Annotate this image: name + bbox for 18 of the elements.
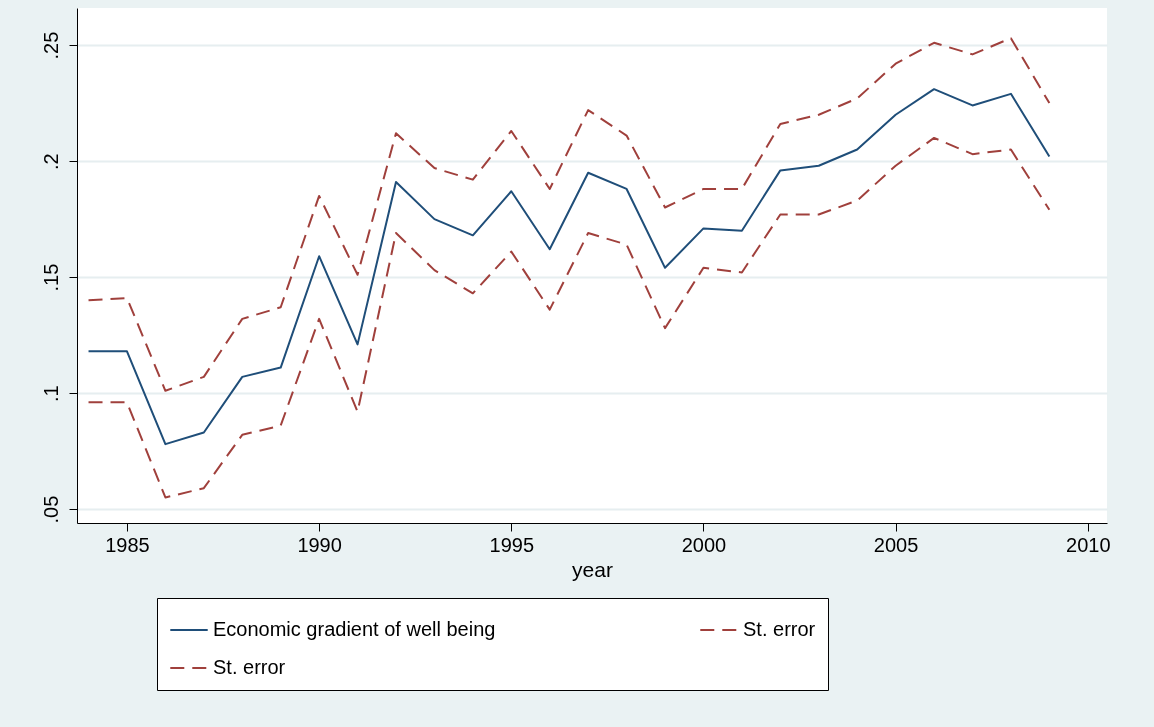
- y-tick-label: .2: [39, 153, 62, 170]
- legend-label: St. error: [743, 618, 816, 640]
- line-series: [87, 136, 1051, 499]
- y-tick-label: .1: [39, 385, 62, 402]
- x-tick-label: 2000: [681, 533, 727, 556]
- x-tick-label: 1985: [105, 533, 150, 556]
- legend-label: St. error: [213, 656, 286, 678]
- x-axis-title: year: [572, 557, 613, 581]
- y-tick-label: .15: [39, 263, 62, 292]
- y-tick-label: .25: [39, 31, 62, 60]
- line-series: [87, 37, 1051, 392]
- x-tick-label: 1990: [297, 533, 342, 556]
- x-tick-label: 1995: [489, 533, 535, 556]
- x-tick-label: 2010: [1066, 533, 1111, 556]
- legend-label: Economic gradient of well being: [213, 618, 496, 640]
- x-tick-label: 2005: [873, 533, 919, 556]
- y-tick-label: .05: [39, 495, 62, 524]
- line-series: [87, 88, 1051, 446]
